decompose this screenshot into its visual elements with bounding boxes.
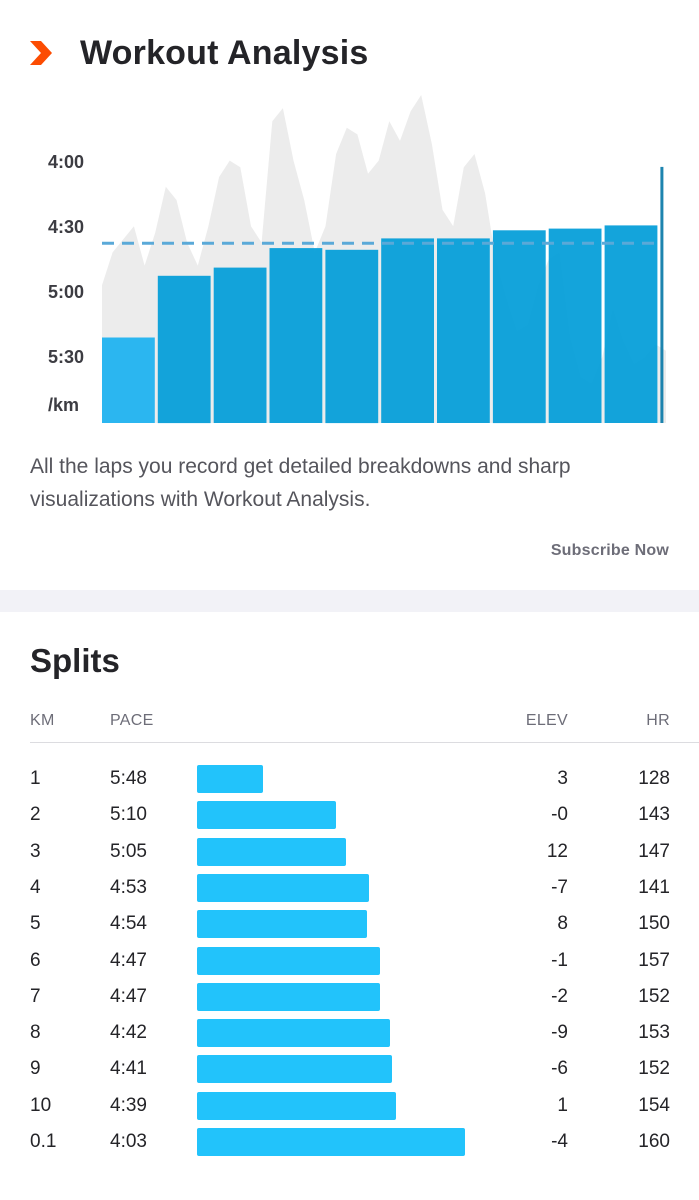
split-pace: 4:41 <box>110 1058 147 1080</box>
y-tick-label: 4:30 <box>48 217 84 237</box>
table-row[interactable]: 6 4:47 -1 157 <box>0 944 699 980</box>
split-elevation: -4 <box>551 1131 568 1152</box>
header-pace: PACE <box>110 712 154 729</box>
workout-analysis-header: Workout Analysis <box>30 30 368 76</box>
lap-bar[interactable] <box>213 267 267 423</box>
table-row[interactable]: 9 4:41 -6 152 <box>0 1052 699 1088</box>
table-row[interactable]: 1 5:48 3 128 <box>0 762 699 798</box>
split-km: 10 <box>30 1094 52 1116</box>
split-heart-rate: 128 <box>638 768 670 789</box>
split-elevation: 3 <box>557 768 568 789</box>
split-pace-bar <box>197 873 369 902</box>
split-pace: 4:54 <box>110 913 147 935</box>
split-pace: 4:42 <box>110 1022 147 1044</box>
split-elevation: 1 <box>557 1094 568 1116</box>
split-heart-rate: 153 <box>638 1022 670 1044</box>
table-row[interactable]: 4 4:53 -7 141 <box>0 871 699 907</box>
chevron-right-icon <box>30 41 52 65</box>
table-row[interactable]: 5 4:54 8 150 <box>0 907 699 943</box>
subscribe-now-link[interactable]: Subscribe Now <box>550 542 669 559</box>
split-pace: 4:39 <box>110 1094 147 1116</box>
workout-analysis-card: Workout Analysis 4:00 4:30 5:00 5:30/km All… <box>0 0 699 590</box>
split-km: 8 <box>30 1022 41 1044</box>
split-pace-bar <box>197 1019 390 1048</box>
workout-analysis-description: All the laps you record get detailed bre… <box>30 455 571 511</box>
split-pace-bar <box>197 982 381 1011</box>
lap-bar[interactable] <box>548 228 602 423</box>
split-pace: 4:47 <box>110 985 147 1007</box>
header-km: KM <box>30 712 55 729</box>
table-row[interactable]: 2 5:10 -0 143 <box>0 798 699 834</box>
split-pace-bar <box>197 1128 465 1156</box>
split-heart-rate: 141 <box>638 876 670 898</box>
header-divider <box>30 742 699 743</box>
lap-bar[interactable] <box>157 275 211 424</box>
y-tick-label: 5:30 <box>48 347 84 367</box>
split-km: 3 <box>30 840 41 862</box>
split-heart-rate: 157 <box>638 949 670 971</box>
split-elevation: -6 <box>551 1058 568 1080</box>
split-pace-bar <box>197 1055 392 1084</box>
lap-bar[interactable] <box>660 166 664 423</box>
split-pace: 5:10 <box>110 804 147 826</box>
split-heart-rate: 160 <box>638 1131 670 1152</box>
split-km: 7 <box>30 985 41 1007</box>
splits-title: Splits <box>30 642 120 679</box>
split-elevation: 8 <box>557 913 568 935</box>
lap-bar[interactable] <box>102 337 155 424</box>
split-km: 9 <box>30 1058 41 1080</box>
y-tick-label: 5:00 <box>48 282 84 302</box>
split-elevation: -1 <box>551 949 568 971</box>
split-elevation: -2 <box>551 985 568 1007</box>
header-elev: ELEV <box>525 712 568 729</box>
y-axis-ticks: 4:00 4:30 5:00 5:30/km <box>48 152 84 415</box>
split-km: 6 <box>30 949 41 971</box>
split-pace: 5:48 <box>110 768 147 789</box>
table-row[interactable]: 10 4:39 1 154 <box>0 1089 699 1125</box>
split-km: 2 <box>30 804 41 826</box>
lap-bar[interactable] <box>381 238 434 423</box>
split-heart-rate: 150 <box>638 913 670 935</box>
workout-analysis-chart: 4:00 4:30 5:00 5:30/km <box>48 95 666 424</box>
split-pace-bar <box>197 801 337 830</box>
split-km: 0.1 <box>30 1131 57 1152</box>
lap-bar[interactable] <box>325 249 379 424</box>
split-elevation: -7 <box>551 876 568 898</box>
split-heart-rate: 147 <box>638 840 670 862</box>
header-hr: HR <box>646 712 670 729</box>
split-elevation: -9 <box>551 1022 568 1044</box>
split-pace: 5:05 <box>110 840 147 862</box>
y-tick-label: 4:00 <box>48 152 84 172</box>
split-pace-bar <box>197 910 367 939</box>
split-pace: 4:53 <box>110 876 147 898</box>
table-row[interactable]: 8 4:42 -9 153 <box>0 1016 699 1052</box>
table-row[interactable]: 3 5:05 12 147 <box>0 835 699 871</box>
split-heart-rate: 152 <box>638 1058 670 1080</box>
split-elevation: -0 <box>551 804 568 826</box>
lap-bar[interactable] <box>269 248 323 423</box>
table-row[interactable]: 7 4:47 -2 152 <box>0 980 699 1016</box>
split-km: 1 <box>30 768 41 789</box>
split-pace-bar <box>197 837 346 866</box>
split-heart-rate: 152 <box>638 985 670 1007</box>
workout-analysis-title: Workout Analysis <box>80 33 369 72</box>
split-elevation: 12 <box>546 840 568 862</box>
lap-bar[interactable] <box>604 225 658 423</box>
split-pace: 4:03 <box>110 1131 147 1152</box>
lap-bar[interactable] <box>492 230 546 424</box>
split-km: 4 <box>30 876 41 898</box>
split-km: 5 <box>30 913 41 935</box>
lap-bar[interactable] <box>437 238 490 423</box>
y-tick-label: /km <box>48 395 79 415</box>
split-pace: 4:47 <box>110 949 147 971</box>
split-heart-rate: 154 <box>638 1094 670 1116</box>
split-pace-bar <box>197 1091 396 1120</box>
split-pace-bar <box>197 946 381 975</box>
table-row[interactable]: 0.1 4:03 -4 160 <box>0 1125 699 1161</box>
lap-bars <box>102 166 664 424</box>
section-divider <box>0 590 699 612</box>
split-pace-bar <box>197 765 263 793</box>
split-heart-rate: 143 <box>638 804 670 826</box>
